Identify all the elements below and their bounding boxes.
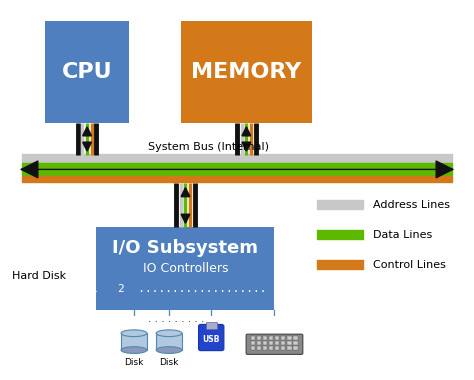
Bar (269, 346, 273, 350)
Bar (275, 346, 279, 350)
Bar (287, 346, 292, 350)
Bar (251, 346, 255, 350)
Bar (36, 155, 438, 184)
Ellipse shape (121, 347, 147, 353)
Text: MEMORY: MEMORY (191, 62, 301, 82)
Bar (121, 333, 147, 350)
Text: 1   2  ................... n: 1 2 ................... n (91, 284, 280, 294)
Bar (97, 228, 274, 310)
Bar (181, 22, 312, 123)
Bar (257, 346, 261, 350)
Text: System Bus (Internal): System Bus (Internal) (148, 142, 269, 152)
Text: Address Lines: Address Lines (373, 200, 450, 210)
Bar (263, 341, 267, 345)
Bar (269, 336, 273, 340)
Bar (269, 341, 273, 345)
Text: Disk: Disk (159, 358, 179, 367)
Text: IO Controllers: IO Controllers (143, 262, 228, 275)
Bar (287, 336, 292, 340)
Bar (275, 336, 279, 340)
Bar (275, 341, 279, 345)
Bar (281, 341, 285, 345)
Bar (251, 336, 255, 340)
Bar (281, 336, 285, 340)
Ellipse shape (156, 330, 182, 337)
Bar (206, 322, 217, 329)
Bar (293, 336, 298, 340)
Bar (293, 346, 298, 350)
Bar (156, 333, 182, 350)
Bar (263, 346, 267, 350)
Bar (287, 341, 292, 345)
Bar (251, 341, 255, 345)
Text: CPU: CPU (62, 62, 112, 82)
Ellipse shape (156, 347, 182, 353)
Bar (263, 336, 267, 340)
Text: Disk: Disk (124, 358, 144, 367)
Ellipse shape (121, 330, 147, 337)
Bar (257, 336, 261, 340)
Bar (257, 341, 261, 345)
FancyBboxPatch shape (246, 334, 303, 355)
Text: Control Lines: Control Lines (373, 260, 446, 270)
Bar (45, 22, 129, 123)
Bar (293, 341, 298, 345)
Bar (281, 346, 285, 350)
Text: I/O Subsystem: I/O Subsystem (112, 239, 258, 257)
Text: Data Lines: Data Lines (373, 230, 432, 240)
FancyBboxPatch shape (199, 325, 224, 351)
Text: . . . . . . . . .: . . . . . . . . . (148, 314, 204, 324)
Text: USB: USB (202, 335, 220, 344)
Text: Hard Disk: Hard Disk (12, 271, 66, 281)
